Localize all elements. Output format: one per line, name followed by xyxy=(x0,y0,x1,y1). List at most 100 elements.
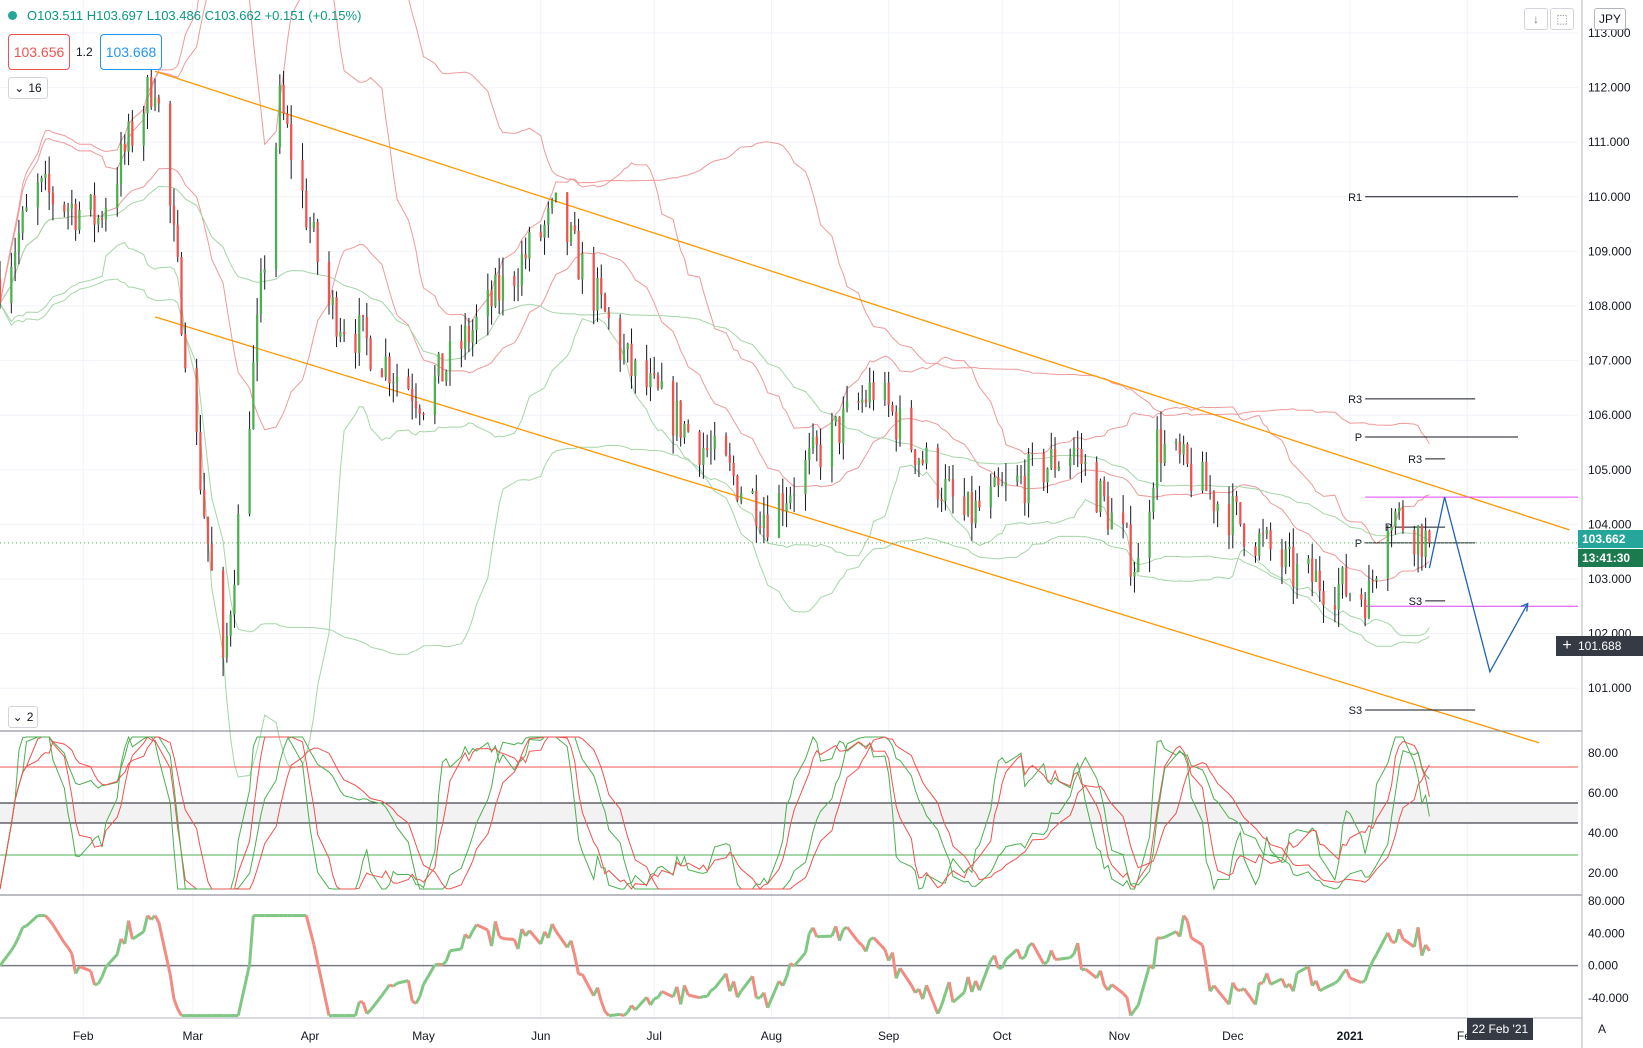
candle-body xyxy=(395,376,399,382)
momentum-segment xyxy=(22,924,27,929)
momentum-segment xyxy=(1386,932,1393,943)
momentum-segment xyxy=(661,990,674,999)
candle-body xyxy=(671,381,675,436)
candle-body xyxy=(78,209,81,231)
candle-body xyxy=(21,210,24,233)
momentum-segment xyxy=(1160,935,1166,940)
candle-body xyxy=(10,266,13,304)
momentum-segment xyxy=(705,989,713,998)
candle-body xyxy=(914,450,917,465)
candle-body xyxy=(63,204,66,212)
momentum-segment xyxy=(550,923,558,932)
scroll-down-icon[interactable]: ↓ xyxy=(1524,8,1548,30)
candle-body xyxy=(290,123,293,160)
momentum-segment xyxy=(44,914,51,921)
candlestick-series xyxy=(0,69,1431,677)
candle-body xyxy=(554,192,558,200)
candle-body xyxy=(229,614,232,636)
candle-body xyxy=(724,435,728,456)
momentum-segment xyxy=(434,962,439,967)
momentum-segment xyxy=(380,989,387,997)
candle-body xyxy=(864,399,868,403)
momentum-segment xyxy=(1122,992,1129,999)
candle-body xyxy=(308,227,312,229)
momentum-segment xyxy=(1253,982,1261,1005)
momentum-segment xyxy=(70,953,78,974)
candle-body xyxy=(100,217,104,220)
candle-body xyxy=(861,399,864,403)
candle-body xyxy=(1103,480,1106,497)
candle-body xyxy=(1269,530,1272,550)
candle-body xyxy=(237,513,240,585)
candle-body xyxy=(815,436,818,445)
sell-button[interactable]: 103.656 xyxy=(8,34,70,70)
candle-body xyxy=(687,423,690,432)
candle-body xyxy=(974,500,977,524)
candle-body xyxy=(172,205,176,225)
upper-band-line xyxy=(0,0,1430,444)
maximize-icon[interactable]: ⬚ xyxy=(1550,8,1574,30)
momentum-segment xyxy=(1397,928,1405,940)
momentum-segment xyxy=(493,921,501,937)
osc-indicators-toggle-button[interactable]: ⌄ 2 xyxy=(8,706,38,728)
candle-body xyxy=(1057,466,1060,470)
candle-body xyxy=(539,231,542,238)
momentum-segment xyxy=(66,946,74,955)
momentum-segment xyxy=(739,975,754,992)
momentum-pane xyxy=(0,894,1582,1018)
momentum-segment xyxy=(1081,967,1086,972)
crosshair-price-tag[interactable]: + 101.688 xyxy=(1556,636,1643,656)
candle-body xyxy=(127,121,130,152)
momentum-segment xyxy=(1151,937,1159,969)
momentum-segment xyxy=(384,984,391,992)
crosshair-price-value: 101.688 xyxy=(1578,639,1622,653)
momentum-segment xyxy=(1069,952,1076,959)
candle-body xyxy=(645,360,648,388)
r1-level-label: R1 xyxy=(1348,192,1362,204)
momentum-segment xyxy=(792,951,807,968)
candle-body xyxy=(157,97,160,104)
bar-countdown-tag: 13:41:30 xyxy=(1578,549,1643,567)
candle-body xyxy=(210,544,213,571)
candle-body xyxy=(17,232,21,253)
momentum-segment xyxy=(596,987,603,1002)
candle-body xyxy=(123,144,126,152)
candle-body xyxy=(1348,594,1352,596)
crosshair-date-tag: 22 Feb '21 xyxy=(1467,1018,1533,1040)
momentum-segment xyxy=(599,1000,607,1013)
projection-line xyxy=(1428,496,1529,674)
candle-body xyxy=(36,182,39,208)
currency-label[interactable]: JPY xyxy=(1594,8,1626,30)
candle-body xyxy=(857,401,860,403)
momentum-segment xyxy=(940,993,947,1006)
candle-body xyxy=(486,289,489,317)
candle-body xyxy=(66,208,70,212)
candle-body xyxy=(146,77,149,114)
momentum-segment xyxy=(498,935,504,940)
momentum-segment xyxy=(312,944,320,963)
momentum-segment xyxy=(603,1010,610,1017)
buy-button[interactable]: 103.668 xyxy=(100,34,162,70)
momentum-segment xyxy=(316,962,331,1016)
candle-body xyxy=(1337,584,1340,610)
candle-body xyxy=(104,207,108,220)
candle-body xyxy=(1069,456,1072,467)
candle-body xyxy=(698,431,701,465)
candle-body xyxy=(1428,530,1431,543)
candle-body xyxy=(630,343,633,377)
plus-icon[interactable]: + xyxy=(1562,637,1572,654)
candle-body xyxy=(936,447,939,500)
indicators-toggle-button[interactable]: ⌄ 16 xyxy=(8,77,48,99)
candle-body xyxy=(1110,512,1113,530)
momentum-segment xyxy=(392,982,398,988)
candle-body xyxy=(1239,502,1242,525)
candle-body xyxy=(921,459,924,464)
lower-band-line xyxy=(0,278,1430,655)
auto-scale-button[interactable]: A xyxy=(1598,1022,1607,1036)
momentum-segment xyxy=(1265,972,1273,985)
candle-body xyxy=(131,121,134,146)
momentum-segment xyxy=(1212,984,1219,992)
momentum-segment xyxy=(422,964,437,986)
momentum-segment xyxy=(1239,987,1245,992)
